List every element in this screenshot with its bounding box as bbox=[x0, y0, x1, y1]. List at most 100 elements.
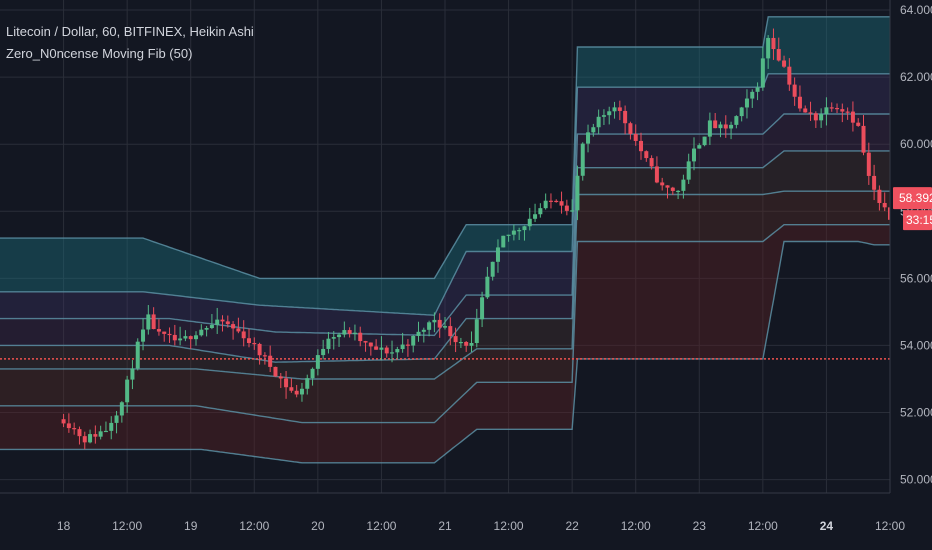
indicator-legend[interactable]: Zero_N0ncense Moving Fib (50) bbox=[6, 46, 193, 61]
candle-body bbox=[66, 423, 71, 429]
fib-band bbox=[0, 191, 890, 423]
candle-body bbox=[787, 66, 792, 85]
candle-body bbox=[485, 276, 490, 298]
last-price-badge bbox=[893, 187, 932, 210]
candle-body bbox=[458, 341, 463, 344]
x-tick-label: 12:00 bbox=[748, 519, 778, 533]
candle-body bbox=[580, 143, 585, 176]
candle-body bbox=[294, 390, 299, 395]
candle-body bbox=[755, 87, 760, 92]
candle-body bbox=[639, 140, 644, 152]
candle-body bbox=[723, 124, 728, 129]
candle-body bbox=[352, 332, 357, 334]
candle-body bbox=[835, 108, 840, 110]
candle-body bbox=[268, 355, 273, 367]
candle-body bbox=[358, 332, 363, 342]
candle-body bbox=[644, 151, 649, 159]
candle-body bbox=[125, 379, 130, 403]
y-tick-label: 52.000 bbox=[900, 406, 932, 420]
candle-body bbox=[797, 96, 802, 109]
fib-band bbox=[0, 224, 890, 463]
candle-body bbox=[315, 355, 320, 369]
candle-body bbox=[395, 349, 400, 353]
x-tick-label: 24 bbox=[820, 519, 834, 533]
candle-body bbox=[416, 331, 421, 336]
candle-body bbox=[326, 338, 331, 349]
fib-level-line bbox=[0, 224, 890, 424]
candle-body bbox=[209, 324, 214, 329]
candle-body bbox=[257, 343, 262, 356]
candle-body bbox=[299, 388, 304, 395]
candle-body bbox=[119, 402, 124, 416]
candle-body bbox=[686, 161, 691, 180]
candle-body bbox=[697, 145, 702, 149]
x-tick-label: 21 bbox=[438, 519, 452, 533]
candle-body bbox=[511, 230, 516, 235]
candle-body bbox=[654, 166, 659, 183]
candle-body bbox=[82, 436, 87, 443]
candle-body bbox=[405, 344, 410, 346]
candle-body bbox=[231, 324, 236, 329]
y-tick-label: 50.000 bbox=[900, 473, 932, 487]
countdown-badge bbox=[903, 210, 932, 231]
candle-body bbox=[649, 158, 654, 167]
candle-body bbox=[368, 342, 373, 347]
candle-body bbox=[262, 355, 267, 357]
time-axis-background bbox=[0, 493, 932, 550]
candle-body bbox=[596, 116, 601, 128]
candle-body bbox=[220, 319, 225, 322]
candle-body bbox=[829, 107, 834, 109]
x-tick-label: 12:00 bbox=[875, 519, 905, 533]
candle-body bbox=[882, 202, 887, 208]
candle-body bbox=[204, 328, 209, 330]
candle-body bbox=[771, 37, 776, 50]
candle-body bbox=[702, 136, 707, 146]
candle-body bbox=[533, 214, 538, 219]
candle-body bbox=[289, 387, 294, 391]
candle-body bbox=[591, 127, 596, 133]
fib-band bbox=[0, 114, 890, 363]
candle-body bbox=[739, 107, 744, 117]
price-axis-background bbox=[890, 0, 932, 550]
x-tick-label: 12:00 bbox=[494, 519, 524, 533]
fib-level-line bbox=[0, 73, 890, 317]
candle-body bbox=[321, 348, 326, 356]
candle-body bbox=[713, 120, 718, 129]
y-tick-label: 56.000 bbox=[900, 271, 932, 285]
candle-body bbox=[432, 319, 437, 323]
candle-body bbox=[427, 322, 432, 330]
candle-body bbox=[225, 321, 230, 325]
candle-body bbox=[443, 326, 447, 328]
candle-body bbox=[819, 114, 824, 121]
candle-body bbox=[872, 175, 877, 190]
candle-body bbox=[146, 314, 151, 330]
candle-body bbox=[167, 333, 172, 336]
candle-body bbox=[162, 331, 167, 334]
candle-body bbox=[178, 338, 183, 341]
candle-body bbox=[808, 112, 813, 114]
candle-body bbox=[575, 175, 580, 211]
candle-body bbox=[331, 337, 336, 339]
candle-body bbox=[877, 189, 882, 203]
candle-body bbox=[495, 247, 500, 262]
candle-body bbox=[188, 336, 193, 340]
fib-level-line bbox=[0, 190, 890, 380]
candle-body bbox=[543, 200, 548, 209]
x-tick-label: 12:00 bbox=[621, 519, 651, 533]
y-tick-label: 62.000 bbox=[900, 70, 932, 84]
fib-band bbox=[0, 150, 890, 379]
candle-body bbox=[278, 376, 283, 379]
candle-body bbox=[665, 185, 670, 188]
candle-body bbox=[384, 347, 389, 354]
candle-body bbox=[607, 111, 612, 116]
last-price-label: 58.392 bbox=[899, 191, 932, 205]
candle-body bbox=[570, 210, 575, 212]
candle-body bbox=[850, 111, 855, 123]
candle-body bbox=[241, 331, 246, 339]
candle-body bbox=[236, 328, 241, 332]
candle-body bbox=[527, 218, 532, 227]
candle-body bbox=[252, 343, 257, 345]
